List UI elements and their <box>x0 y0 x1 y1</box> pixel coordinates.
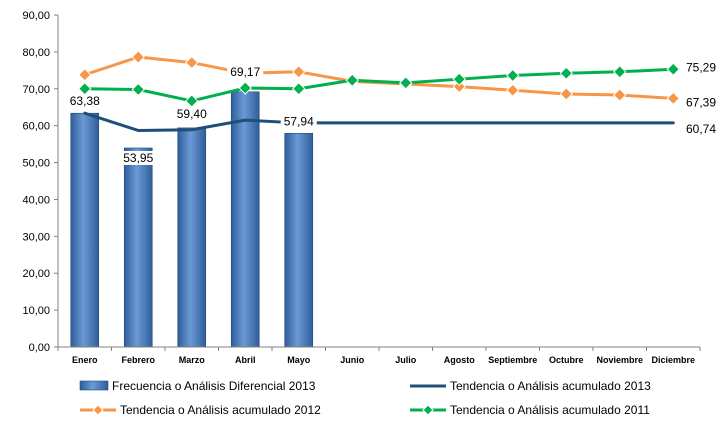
series-point <box>345 73 359 88</box>
y-tick-label: 30,00 <box>22 231 50 243</box>
series-point <box>506 83 520 97</box>
legend-marker <box>92 404 104 416</box>
series-point <box>131 82 145 97</box>
bar <box>230 91 260 348</box>
bar <box>177 127 207 348</box>
data-label-bg <box>120 150 157 165</box>
series-point <box>131 50 145 64</box>
x-tick-label: Abril <box>235 355 256 365</box>
series-point <box>452 79 466 94</box>
x-tick-label: Septiembre <box>488 355 537 365</box>
series-end-label: 60,74 <box>686 122 716 136</box>
legend-label: Frecuencia o Análisis Diferencial 2013 <box>112 379 316 393</box>
series-point <box>292 82 306 96</box>
series-point <box>238 81 252 95</box>
y-tick-label: 90,00 <box>22 10 50 22</box>
x-tick-label: Diciembre <box>651 355 695 365</box>
series-point <box>399 76 413 90</box>
series-point <box>78 68 92 82</box>
series-point <box>292 65 306 79</box>
series-point <box>559 87 573 101</box>
series-point <box>666 62 680 76</box>
x-tick-label: Marzo <box>179 355 206 365</box>
y-tick-label: 70,00 <box>22 84 50 96</box>
series-line <box>83 111 675 132</box>
series-point <box>78 82 92 96</box>
series-point <box>506 68 520 83</box>
series-end-label: 75,29 <box>686 60 716 74</box>
y-tick-label: 80,00 <box>22 47 50 59</box>
series-end-label: 67,39 <box>686 95 716 109</box>
series-point <box>666 91 680 106</box>
series-line <box>83 67 675 103</box>
y-tick-label: 40,00 <box>22 194 50 206</box>
series-point <box>452 72 466 86</box>
x-tick-label: Enero <box>72 355 98 365</box>
series-point <box>613 65 627 79</box>
y-tick-label: 60,00 <box>22 121 50 133</box>
data-label: 69,17 <box>230 65 260 79</box>
y-tick-label: 20,00 <box>22 268 50 280</box>
x-tick-label: Octubre <box>549 355 584 365</box>
legend-swatch <box>79 380 109 391</box>
x-tick-label: Noviembre <box>596 355 643 365</box>
series-point <box>185 94 199 108</box>
x-tick-label: Agosto <box>444 355 475 365</box>
legend-label: Tendencia o Análisis acumulado 2013 <box>450 379 651 393</box>
x-tick-label: Junio <box>340 355 365 365</box>
bar <box>70 112 100 348</box>
x-tick-label: Mayo <box>287 355 311 365</box>
bar <box>123 147 153 348</box>
legend-marker <box>422 404 434 416</box>
data-label-bg <box>173 106 210 121</box>
series-point <box>185 55 199 70</box>
series-point <box>613 88 627 102</box>
y-tick-label: 50,00 <box>22 158 50 170</box>
data-label: 59,40 <box>177 107 207 121</box>
series-point <box>559 66 573 80</box>
x-tick-label: Febrero <box>121 355 155 365</box>
y-tick-label: 10,00 <box>22 305 50 317</box>
data-label-bg <box>280 114 317 129</box>
data-label: 57,94 <box>284 114 314 128</box>
y-tick-label: 0,00 <box>29 342 50 354</box>
legend-label: Tendencia o Análisis acumulado 2012 <box>120 403 321 417</box>
x-tick-label: Julio <box>395 355 417 365</box>
legend-label: Tendencia o Análisis acumulado 2011 <box>450 403 650 417</box>
data-label: 63,38 <box>70 94 100 108</box>
data-label: 53,95 <box>123 151 153 165</box>
data-label-bg <box>66 94 103 109</box>
bar <box>284 132 314 348</box>
series-line <box>83 55 675 100</box>
data-label-bg <box>227 64 264 79</box>
